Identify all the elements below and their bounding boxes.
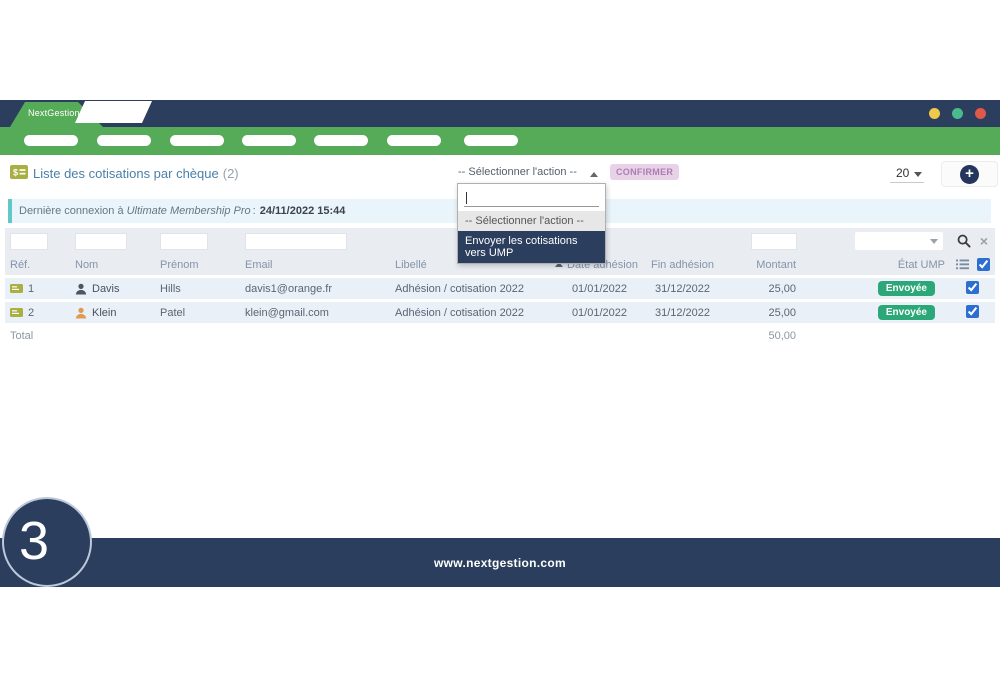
caret-down-icon bbox=[930, 239, 938, 244]
info-app-name: Ultimate Membership Pro bbox=[126, 205, 251, 217]
record-count: (2) bbox=[222, 166, 239, 181]
col-header-fin-adhesion[interactable]: Fin adhésion bbox=[651, 258, 714, 271]
table-total-row: Total 50,00 bbox=[5, 326, 995, 346]
total-montant: 50,00 bbox=[768, 330, 796, 342]
caret-up-icon bbox=[590, 172, 598, 177]
cell-nom[interactable]: Davis bbox=[92, 282, 120, 295]
nav-item-placeholder[interactable] bbox=[464, 135, 518, 146]
info-prefix: Dernière connexion à bbox=[19, 205, 124, 217]
col-header-libelle[interactable]: Libellé bbox=[395, 258, 427, 271]
total-label: Total bbox=[10, 330, 34, 342]
select-all-checkbox[interactable] bbox=[976, 258, 990, 271]
brand-decoration bbox=[75, 101, 153, 123]
filter-ref-input[interactable] bbox=[10, 233, 48, 251]
cell-prenom: Patel bbox=[160, 306, 186, 319]
nav-item-placeholder[interactable] bbox=[24, 135, 78, 146]
cell-date-adhesion: 01/01/2022 bbox=[571, 282, 627, 295]
cell-libelle: Adhésion / cotisation 2022 bbox=[395, 306, 525, 319]
page-size-select[interactable]: 20 bbox=[890, 166, 925, 183]
window-title-bar: NextGestion bbox=[0, 100, 1000, 127]
filter-email-input[interactable] bbox=[245, 233, 347, 251]
caret-down-icon bbox=[914, 172, 923, 177]
text-cursor bbox=[466, 191, 467, 204]
cell-email: davis1@orange.fr bbox=[245, 282, 332, 295]
row-checkbox[interactable] bbox=[966, 280, 979, 294]
footer-bar: www.nextgestion.com bbox=[0, 538, 1000, 587]
page-toolbar: $ Liste des cotisations par chèque (2) --… bbox=[0, 160, 1000, 192]
nav-item-placeholder[interactable] bbox=[242, 135, 296, 146]
footer-url: www.nextgestion.com bbox=[434, 555, 566, 570]
dropdown-search-input[interactable] bbox=[464, 189, 599, 207]
col-header-prenom[interactable]: Prénom bbox=[160, 258, 199, 271]
cell-prenom: Hills bbox=[160, 282, 181, 295]
cell-email: klein@gmail.com bbox=[245, 306, 329, 319]
col-header-montant[interactable]: Montant bbox=[756, 258, 796, 271]
nav-item-placeholder[interactable] bbox=[314, 135, 368, 146]
window-traffic-lights bbox=[929, 108, 986, 119]
nav-item-placeholder[interactable] bbox=[170, 135, 224, 146]
filter-prenom-input[interactable] bbox=[160, 233, 208, 251]
filter-etat-select[interactable] bbox=[855, 232, 943, 250]
cell-ref: 1 bbox=[28, 282, 35, 295]
cell-date-adhesion: 01/01/2022 bbox=[571, 306, 627, 319]
list-view-icon[interactable] bbox=[955, 259, 969, 270]
minimize-dot-icon[interactable] bbox=[929, 108, 940, 119]
brand-label: NextGestion bbox=[28, 108, 80, 118]
cell-fin-adhesion: 31/12/2022 bbox=[654, 306, 711, 319]
person-icon bbox=[75, 283, 87, 294]
page-title: Liste des cotisations par chèque (2) bbox=[33, 166, 239, 181]
money-check-icon: $ bbox=[10, 165, 28, 179]
col-header-ref[interactable]: Réf. bbox=[10, 258, 31, 271]
add-button[interactable]: + bbox=[941, 161, 998, 187]
nav-item-placeholder[interactable] bbox=[387, 135, 441, 146]
svg-text:$: $ bbox=[13, 168, 18, 178]
close-dot-icon[interactable] bbox=[975, 108, 986, 119]
info-separator: : bbox=[252, 205, 256, 217]
cell-libelle: Adhésion / cotisation 2022 bbox=[395, 282, 525, 295]
maximize-dot-icon[interactable] bbox=[952, 108, 963, 119]
table-row[interactable]: 1 Davis Hills davis1@orange.fr Adhésion … bbox=[5, 278, 995, 299]
search-icon[interactable] bbox=[957, 234, 971, 248]
action-dropdown-panel: -- Sélectionner l'action -- Envoyer les … bbox=[457, 183, 606, 264]
col-header-etat-ump[interactable]: État UMP bbox=[897, 258, 945, 271]
main-navigation-bar bbox=[0, 127, 1000, 155]
cotisations-table: × Réf. Nom Prénom Email Libellé Date adh… bbox=[5, 228, 995, 346]
nav-item-placeholder[interactable] bbox=[97, 135, 151, 146]
status-badge: Envoyée bbox=[877, 305, 935, 320]
cell-fin-adhesion: 31/12/2022 bbox=[654, 282, 711, 295]
confirm-button[interactable]: CONFIRMER bbox=[610, 164, 680, 180]
status-badge: Envoyée bbox=[877, 281, 935, 296]
money-check-icon bbox=[10, 284, 23, 293]
cell-montant: 25,00 bbox=[768, 282, 796, 295]
money-check-icon bbox=[10, 308, 23, 317]
cell-nom[interactable]: Klein bbox=[92, 306, 117, 319]
cell-ref: 2 bbox=[28, 306, 35, 319]
clear-filters-icon[interactable]: × bbox=[979, 233, 989, 249]
plus-icon: + bbox=[960, 164, 979, 184]
step-number-badge: 3 bbox=[2, 497, 92, 587]
cell-montant: 25,00 bbox=[768, 306, 796, 319]
dropdown-option-envoyer-ump[interactable]: Envoyer les cotisations vers UMP bbox=[458, 231, 605, 263]
table-row[interactable]: 2 Klein Patel klein@gmail.com Adhésion /… bbox=[5, 302, 995, 323]
dropdown-option-default[interactable]: -- Sélectionner l'action -- bbox=[458, 211, 605, 231]
col-header-email[interactable]: Email bbox=[245, 258, 273, 271]
info-datetime: 24/11/2022 15:44 bbox=[259, 205, 346, 217]
row-checkbox[interactable] bbox=[966, 304, 979, 318]
col-header-nom[interactable]: Nom bbox=[75, 258, 99, 271]
filter-nom-input[interactable] bbox=[75, 233, 127, 251]
sort-asc-icon bbox=[555, 261, 563, 267]
filter-montant-input[interactable] bbox=[751, 232, 797, 250]
person-icon bbox=[75, 307, 87, 318]
action-select[interactable]: -- Sélectionner l'action -- bbox=[458, 166, 606, 184]
